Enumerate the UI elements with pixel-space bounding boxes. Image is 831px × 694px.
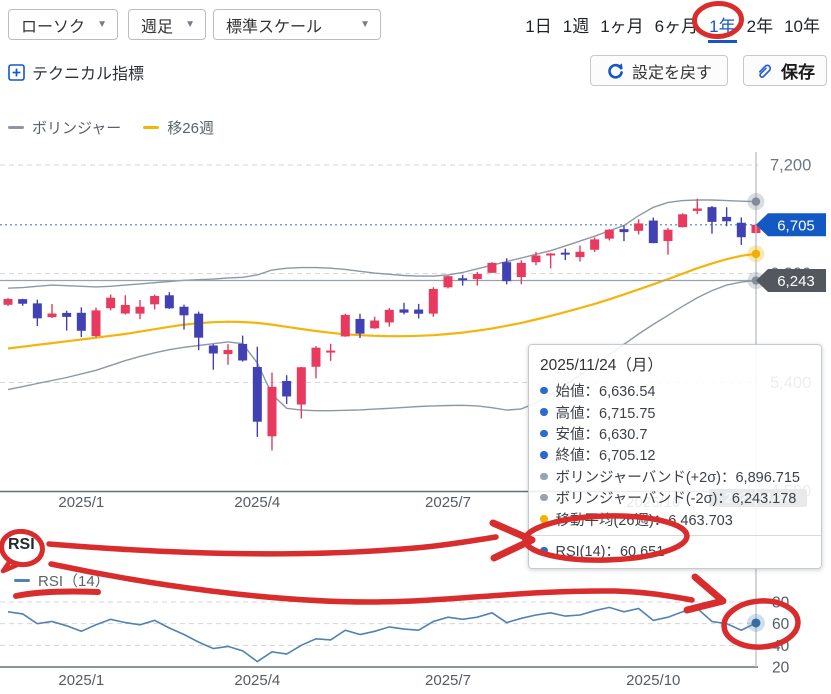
tooltip-row-3: 終値：6,705.12 — [540, 444, 810, 465]
svg-text:2025/10: 2025/10 — [626, 672, 680, 689]
svg-text:7,200: 7,200 — [770, 157, 811, 175]
chevron-down-icon: ▼ — [185, 19, 195, 30]
scale-value: 標準スケール — [226, 18, 323, 36]
main-chart-legend: ボリンジャー 移26週 — [8, 117, 214, 138]
tooltip-row-5-text: ボリンジャーバンド(-2σ)：6,243.178 — [555, 491, 797, 508]
tooltip-row-2: 安値：6,630.7 — [540, 423, 810, 444]
period-tab-1day[interactable]: 1日 — [525, 17, 552, 36]
svg-text:2025/7: 2025/7 — [425, 494, 471, 511]
main-legend-swatch-0 — [8, 125, 24, 130]
tooltip-row-4: ボリンジャーバンド(+2σ)：6,896.715 — [540, 466, 810, 487]
svg-text:6,243: 6,243 — [777, 273, 815, 290]
chevron-down-icon: ▼ — [360, 19, 370, 30]
rsi-legend-item-0: RSI（14） — [14, 570, 110, 591]
rsi-current-dot — [746, 613, 765, 632]
main-legend-label-0: ボリンジャー — [32, 120, 122, 137]
svg-text:60: 60 — [772, 616, 790, 633]
ma26-marker — [747, 245, 765, 263]
plus-box-icon — [8, 63, 25, 81]
x-axis-labels: 2025/1 2025/1 2025/4 2025/4 2025/7 2025/7 2025… — [58, 494, 680, 689]
period-tab-6month[interactable]: 6ヶ月 — [654, 17, 699, 36]
tooltip-row-5-dot — [540, 493, 548, 502]
chart-type-dropdown[interactable]: ローソク ▼ — [8, 9, 118, 40]
bollinger-upper-line — [7, 199, 757, 289]
minus2sigma-marker — [747, 272, 765, 290]
reset-settings-label: 設定を戻す — [631, 64, 712, 82]
refresh-icon — [608, 62, 623, 79]
rsi-axis-labels: 80 60 40 20 — [772, 595, 790, 677]
timeframe-value: 週足 — [141, 18, 174, 36]
tooltip-row-rsi-text: RSI(14)：60.651 — [555, 543, 665, 560]
tooltip-row-0-text: 始値：6,636.54 — [555, 384, 656, 401]
main-legend-item-1: 移26週 — [143, 117, 214, 138]
save-label: 保存 — [781, 63, 815, 82]
tooltip-row-1-text: 高値：6,715.75 — [555, 405, 656, 422]
tooltip-row-1-dot — [540, 408, 548, 416]
main-legend-swatch-1 — [143, 125, 160, 130]
svg-text:80: 80 — [772, 595, 790, 612]
rsi-legend-label-0: RSI（14） — [38, 573, 110, 590]
tooltip-row-rsi: RSI(14)：60.651 — [540, 540, 810, 561]
svg-text:2025/1: 2025/1 — [58, 494, 104, 511]
tooltip-row-6-text: 移動平均(26週)：6,463.703 — [555, 512, 733, 529]
tooltip-row-6: 移動平均(26週)：6,463.703 — [540, 508, 810, 529]
band-price-badge: 6,243 — [756, 269, 826, 293]
tooltip-row-6-dot — [540, 515, 548, 523]
tooltip-row-3-text: 終値：6,705.12 — [555, 448, 656, 465]
tooltip-row-4-dot — [540, 472, 548, 480]
technical-indicators-link[interactable]: テクニカル指標 — [8, 60, 144, 84]
rsi-legend: RSI（14） — [14, 570, 110, 591]
period-tab-10year[interactable]: 10年 — [784, 17, 820, 36]
svg-text:20: 20 — [772, 660, 790, 677]
save-button[interactable]: 保存 — [743, 55, 827, 86]
technical-indicators-label: テクニカル指標 — [32, 66, 145, 83]
period-tab-1week[interactable]: 1週 — [562, 17, 590, 36]
chart-type-value: ローソク — [21, 18, 86, 36]
scale-dropdown[interactable]: 標準スケール ▼ — [213, 9, 381, 40]
period-tab-1year[interactable]: 1年 — [707, 10, 738, 43]
rsi-legend-swatch-0 — [14, 578, 30, 583]
svg-text:6,705: 6,705 — [777, 217, 815, 234]
tooltip-row-0-dot — [540, 386, 548, 395]
rsi-panel-title: RSI — [8, 536, 35, 553]
rsi-line — [7, 606, 757, 663]
period-tabs: 1日 1週 1ヶ月 6ヶ月 1年 2年 10年 — [500, 10, 822, 43]
tooltip-divider — [529, 534, 821, 536]
crosshair-tooltip: 2025/11/24（月） 始値：6,636.54 高値：6,715.75 安値：6… — [528, 344, 822, 570]
svg-text:40: 40 — [772, 638, 790, 655]
tooltip-row-1: 高値：6,715.75 — [540, 401, 810, 422]
svg-text:2025/4: 2025/4 — [234, 672, 280, 689]
paperclip-icon — [758, 64, 772, 78]
svg-text:2025/7: 2025/7 — [425, 672, 471, 689]
svg-text:2025/1: 2025/1 — [58, 672, 104, 689]
chevron-down-icon: ▼ — [97, 19, 107, 30]
period-tab-2year[interactable]: 2年 — [746, 17, 774, 36]
ma26-line — [7, 252, 757, 350]
tooltip-row-3-dot — [540, 451, 548, 459]
tooltip-row-2-text: 安値：6,630.7 — [555, 426, 648, 443]
current-price-badge: 6,705 — [756, 213, 826, 237]
candlesticks — [3, 198, 761, 451]
timeframe-dropdown[interactable]: 週足 ▼ — [128, 9, 206, 40]
tooltip-row-0: 始値：6,636.54 — [540, 380, 810, 401]
tooltip-row-4-text: ボリンジャーバンド(+2σ)：6,896.715 — [555, 469, 801, 486]
plus2sigma-marker — [747, 193, 765, 211]
reset-settings-button[interactable]: 設定を戻す — [590, 55, 728, 86]
main-legend-label-1: 移26週 — [167, 120, 214, 137]
tooltip-row-5: ボリンジャーバンド(-2σ)：6,243.178 — [540, 487, 810, 508]
svg-text:2025/4: 2025/4 — [234, 494, 280, 511]
period-tab-1month[interactable]: 1ヶ月 — [600, 17, 644, 36]
main-legend-item-0: ボリンジャー — [8, 117, 121, 138]
tooltip-date: 2025/11/24（月） — [540, 357, 663, 374]
bollinger-lower-line — [7, 279, 757, 412]
tooltip-rsi-row: RSI(14)：60.651 — [540, 540, 810, 561]
tooltip-row-rsi-dot — [540, 546, 548, 555]
tooltip-row-2-dot — [540, 429, 548, 438]
tooltip-rows: 始値：6,636.54 高値：6,715.75 安値：6,630.7 終値：6,705… — [540, 380, 810, 530]
